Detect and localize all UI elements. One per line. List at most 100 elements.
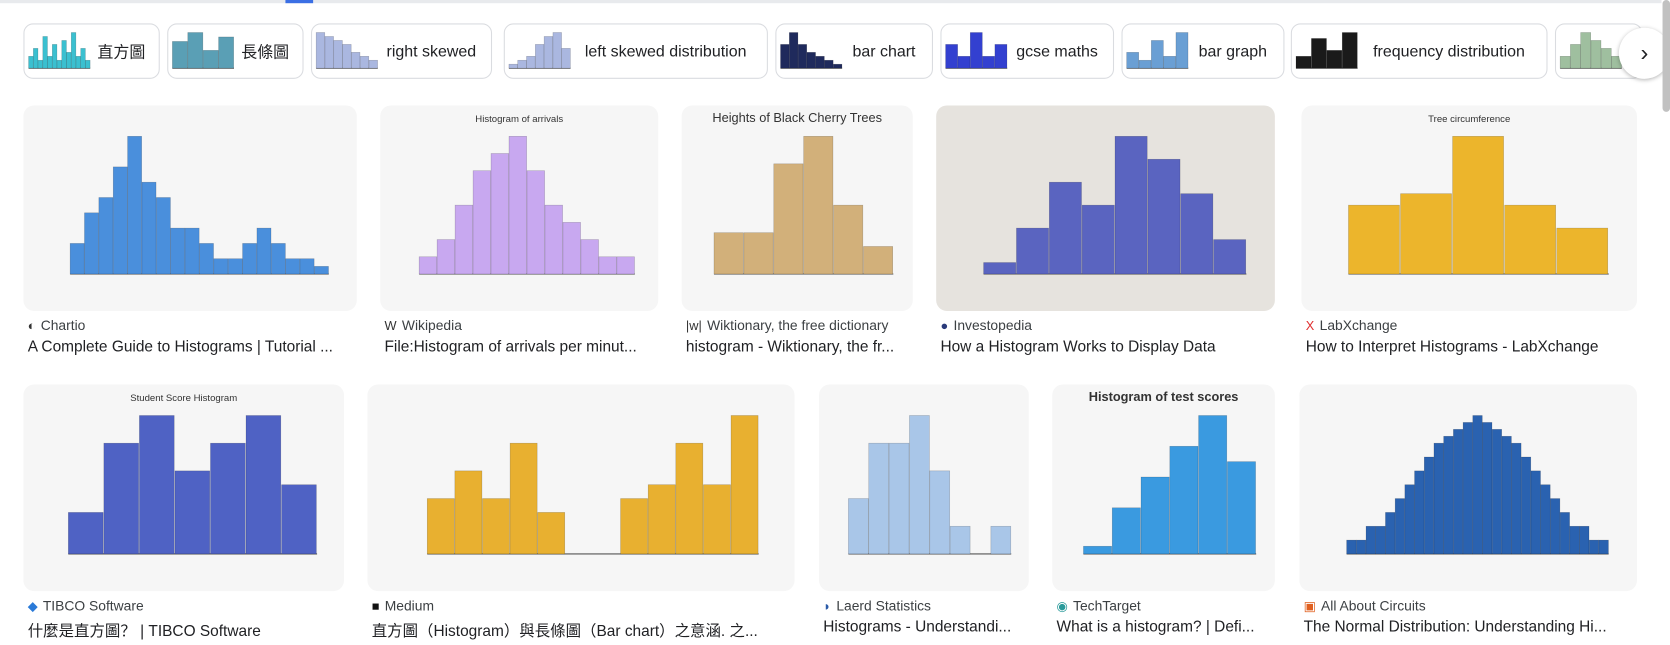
thumbnail-bar bbox=[271, 243, 286, 275]
thumbnail-bar bbox=[324, 36, 334, 69]
result-thumbnail[interactable] bbox=[367, 384, 795, 592]
source-favicon-icon: ◐ bbox=[27, 317, 36, 333]
image-result[interactable]: ◐ Chartio A Complete Guide to Histograms |… bbox=[23, 105, 357, 362]
thumbnail-bar bbox=[127, 136, 142, 275]
result-source[interactable]: ■ Medium bbox=[372, 597, 434, 613]
source-favicon-icon: ● bbox=[940, 317, 949, 333]
result-thumbnail[interactable] bbox=[23, 105, 357, 311]
related-search-chip[interactable]: 長條圖 bbox=[167, 23, 304, 79]
thumbnail-bar bbox=[537, 512, 566, 555]
thumbnail-bar bbox=[75, 56, 81, 69]
image-result[interactable]: Histogram of arrivals W Wikipedia File:Hist… bbox=[380, 105, 659, 362]
thumbnail-bar bbox=[472, 170, 491, 275]
result-thumbnail[interactable] bbox=[819, 384, 1029, 592]
source-name: Laerd Statistics bbox=[836, 597, 931, 614]
result-title-link[interactable]: A Complete Guide to Histograms | Tutoria… bbox=[27, 338, 333, 356]
image-result[interactable]: Student Score Histogram ◆ TIBCO Software 什麼… bbox=[23, 384, 345, 642]
thumbnail-bar bbox=[1151, 40, 1164, 69]
related-search-chip[interactable]: bar chart bbox=[775, 23, 933, 79]
thumbnail-bar bbox=[199, 243, 214, 275]
thumbnail-title: Student Score Histogram bbox=[130, 393, 237, 404]
thumbnail-bar bbox=[743, 232, 774, 275]
result-title-link[interactable]: 什麼是直方圖？ | TIBCO Software bbox=[27, 623, 261, 641]
thumbnail-bar bbox=[1443, 435, 1454, 555]
result-source[interactable]: ▣ All About Circuits bbox=[1304, 597, 1426, 613]
result-source[interactable]: ● Investopedia bbox=[940, 317, 1032, 333]
result-source[interactable]: ◆ TIBCO Software bbox=[28, 597, 144, 613]
thumbnail-bar bbox=[561, 48, 571, 69]
image-result[interactable]: ◗ Laerd Statistics Histograms - Understand… bbox=[819, 384, 1029, 642]
result-source[interactable]: ◗ Laerd Statistics bbox=[823, 597, 931, 613]
histogram-image: Tree circumference bbox=[1348, 114, 1609, 275]
image-result[interactable]: Tree circumference X LabXchange How to Inte… bbox=[1301, 105, 1637, 362]
related-search-chip[interactable]: left skewed distribution bbox=[503, 23, 768, 79]
thumbnail-bar bbox=[703, 484, 731, 555]
result-title-link[interactable]: How to Interpret Histograms - LabXchange bbox=[1305, 338, 1599, 356]
thumbnail-bar bbox=[85, 59, 91, 69]
image-result[interactable]: ■ Medium 直方圖（Histogram）與長條圖（Bar chart）之意涵.… bbox=[367, 384, 795, 642]
thumbnail-bar bbox=[315, 32, 326, 69]
thumbnail-bar bbox=[909, 415, 930, 555]
result-source[interactable]: |w| Wiktionary, the free dictionary bbox=[686, 317, 889, 333]
thumbnail-bar bbox=[1453, 429, 1464, 555]
thumbnail-bar bbox=[848, 498, 869, 555]
thumbnail-bar bbox=[42, 36, 48, 69]
thumbnail-bar bbox=[285, 258, 301, 275]
result-title-link[interactable]: histogram - Wiktionary, the fr... bbox=[685, 338, 895, 356]
thumbnail-bar bbox=[1472, 415, 1483, 555]
result-thumbnail[interactable]: Student Score Histogram bbox=[23, 384, 345, 592]
chip-thumbnail bbox=[28, 32, 91, 69]
result-title-link[interactable]: File:Histogram of arrivals per minut... bbox=[384, 338, 637, 356]
thumbnail-bar bbox=[172, 41, 188, 69]
chip-label: gcse maths bbox=[1016, 42, 1098, 61]
result-title-link[interactable]: How a Histogram Works to Display Data bbox=[940, 338, 1216, 356]
chips-next-button[interactable]: › bbox=[1618, 27, 1670, 79]
thumbnail-bar bbox=[983, 262, 1017, 275]
image-result[interactable]: Heights of Black Cherry Trees |w| Wiktiona… bbox=[681, 105, 913, 362]
result-thumbnail[interactable]: Tree circumference bbox=[1301, 105, 1637, 311]
thumbnail-bar bbox=[69, 243, 85, 275]
result-thumbnail[interactable]: Histogram of arrivals bbox=[380, 105, 659, 311]
image-result[interactable]: ● Investopedia How a Histogram Works to Di… bbox=[936, 105, 1275, 362]
result-title-link[interactable]: What is a histogram? | Defi... bbox=[1056, 618, 1255, 636]
chip-thumbnail bbox=[1295, 32, 1358, 69]
result-title-link[interactable]: Histograms - Understandi... bbox=[823, 618, 1012, 636]
result-thumbnail[interactable]: Histogram of test scores bbox=[1052, 384, 1275, 592]
chip-label: bar graph bbox=[1198, 42, 1267, 61]
thumbnail-bar bbox=[1394, 498, 1405, 555]
related-search-chip[interactable]: bar graph bbox=[1121, 23, 1285, 79]
thumbnail-bar bbox=[833, 63, 843, 69]
thumbnail-bar bbox=[535, 44, 545, 69]
scrollbar[interactable] bbox=[1662, 0, 1670, 112]
thumbnail-bar bbox=[1348, 204, 1400, 275]
thumbnail-bar bbox=[1175, 32, 1189, 69]
thumbnail-bar bbox=[68, 512, 104, 555]
result-thumbnail[interactable] bbox=[1299, 384, 1637, 592]
thumbnail-bar bbox=[210, 442, 246, 555]
related-search-chip[interactable]: right skewed bbox=[310, 23, 493, 79]
result-source[interactable]: ◉ TechTarget bbox=[1057, 597, 1141, 613]
result-source[interactable]: X LabXchange bbox=[1306, 317, 1398, 333]
related-search-chip[interactable]: 直方圖 bbox=[23, 23, 160, 79]
thumbnail-bar bbox=[112, 166, 128, 275]
thumbnail-bar bbox=[426, 498, 455, 555]
thumbnail-bar bbox=[242, 243, 257, 275]
result-title-link[interactable]: 直方圖（Histogram）與長條圖（Bar chart）之意涵. 之... bbox=[371, 623, 758, 641]
thumbnail-bar bbox=[713, 232, 744, 275]
result-thumbnail[interactable] bbox=[936, 105, 1275, 311]
image-result[interactable]: ▣ All About Circuits The Normal Distributi… bbox=[1299, 384, 1637, 642]
thumbnail-bar bbox=[227, 258, 243, 275]
thumbnail-bar bbox=[245, 415, 282, 555]
histogram-image bbox=[1346, 415, 1609, 555]
related-search-chip[interactable]: frequency distribution bbox=[1290, 23, 1548, 79]
image-result[interactable]: Histogram of test scores ◉ TechTarget What … bbox=[1052, 384, 1275, 642]
result-thumbnail[interactable]: Heights of Black Cherry Trees bbox=[681, 105, 913, 311]
related-search-chip[interactable]: gcse maths bbox=[940, 23, 1115, 79]
thumbnail-bar bbox=[982, 56, 995, 69]
result-source[interactable]: ◐ Chartio bbox=[28, 317, 86, 333]
chip-thumbnail bbox=[1126, 32, 1189, 69]
thumbnail-bar bbox=[1114, 136, 1148, 275]
source-name: Medium bbox=[384, 597, 435, 614]
result-title-link[interactable]: The Normal Distribution: Understanding H… bbox=[1303, 618, 1607, 636]
result-source[interactable]: W Wikipedia bbox=[384, 317, 461, 333]
